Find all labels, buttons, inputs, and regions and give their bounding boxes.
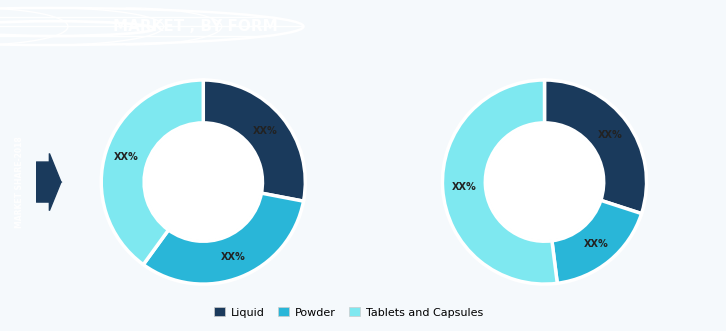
Circle shape: [150, 129, 256, 235]
Wedge shape: [203, 80, 306, 201]
Circle shape: [486, 124, 603, 240]
Text: XX%: XX%: [452, 182, 476, 192]
Legend: Liquid, Powder, Tablets and Capsules: Liquid, Powder, Tablets and Capsules: [210, 303, 487, 322]
Text: XX%: XX%: [584, 239, 608, 249]
Wedge shape: [442, 80, 558, 284]
Wedge shape: [552, 200, 642, 283]
Wedge shape: [544, 80, 647, 213]
Circle shape: [145, 124, 261, 240]
Circle shape: [482, 120, 607, 244]
FancyArrow shape: [36, 154, 61, 211]
Wedge shape: [101, 80, 203, 264]
Text: XX%: XX%: [253, 126, 278, 136]
Text: XX%: XX%: [597, 130, 622, 140]
Text: MARKET SHARE-2018: MARKET SHARE-2018: [15, 136, 25, 228]
Text: MARKET , BY FORM: MARKET , BY FORM: [113, 19, 277, 34]
Circle shape: [141, 120, 266, 244]
Text: XX%: XX%: [114, 152, 139, 162]
Text: XX%: XX%: [221, 252, 245, 262]
Circle shape: [492, 129, 597, 235]
Wedge shape: [143, 193, 303, 284]
